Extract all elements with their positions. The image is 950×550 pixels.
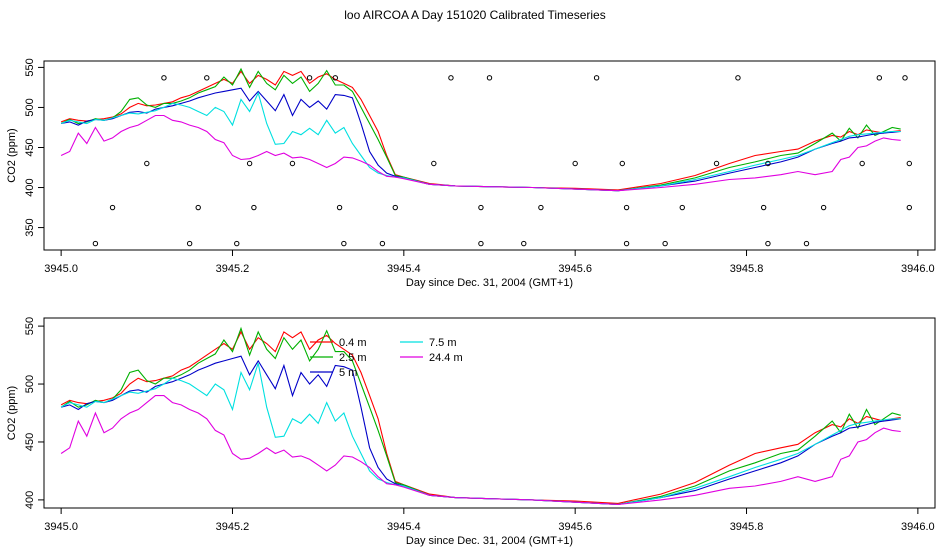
panel1-calibration-point [859, 160, 865, 167]
panel1-calibration-point [486, 75, 493, 81]
panel1-calibration-point [186, 240, 193, 247]
panel1-calibration-point [713, 160, 720, 167]
panel1-calibration-point [392, 204, 398, 211]
panel1-x-tick-label: 3945.6 [558, 263, 592, 275]
panel2-series-line-4 [60, 363, 901, 506]
panel1-x-axis-label: Day since Dec. 31, 2004 (GMT+1) [406, 277, 573, 289]
panel2-x-tick-label: 3945.8 [730, 521, 764, 533]
panel1-calibration-point [336, 204, 343, 211]
panel2-legend-label: 7.5 m [429, 337, 457, 349]
panel1-x-tick-label: 3945.8 [730, 263, 764, 275]
panel2-x-tick-label: 3945.6 [558, 521, 592, 533]
panel2-legend-label: 2.5 m [339, 352, 367, 364]
panel1-x-tick-label: 3945.4 [387, 263, 421, 275]
panel1-calibration-point [820, 204, 827, 211]
panel2-x-tick-label: 3945.0 [44, 521, 78, 533]
panel1-calibration-point [906, 204, 912, 211]
panel1-calibration-point [92, 240, 99, 247]
panel2-y-tick-label: 500 [24, 375, 36, 393]
panel2-x-tick-label: 3946.0 [901, 521, 935, 533]
panel1-calibration-point [619, 160, 625, 167]
panel2-series-line-5 [60, 395, 901, 506]
panel1-calibration-point [765, 160, 771, 167]
panel1-calibration-point [289, 160, 296, 167]
panel1-calibration-point [246, 160, 253, 167]
panel1-calibration-point [902, 75, 908, 81]
panel1-calibration-point [623, 204, 630, 211]
panel1-calibration-point [109, 204, 116, 211]
panel1-calibration-point [195, 204, 201, 211]
panel1-calibration-point [161, 75, 167, 81]
panel1-calibration-point [478, 204, 484, 211]
panel1-y-tick-label: 450 [24, 138, 36, 156]
panel1-x-tick-label: 3945.2 [216, 263, 250, 275]
panel2-series-line-2 [60, 326, 901, 506]
panel2-legend-label: 5 m [339, 367, 357, 379]
panel1-calibration-point [765, 240, 771, 247]
panel2-x-tick-label: 3945.2 [216, 521, 250, 533]
panel1-calibration-point [379, 240, 386, 247]
panel1-y-tick-label: 500 [24, 98, 36, 116]
panel1-y-tick-label: 400 [24, 178, 36, 196]
chart-title: loo AIRCOA A Day 151020 Calibrated Times… [344, 8, 606, 22]
panel2-plot-frame [43, 317, 936, 509]
panel2-y-axis-label: CO2 (ppm) [6, 386, 18, 440]
panel1-calibration-point [431, 160, 437, 167]
panel1-calibration-point [478, 240, 484, 247]
panel1-x-tick-label: 3946.0 [901, 263, 935, 275]
panel1-series-line-5 [60, 114, 901, 192]
panel1-calibration-point [662, 240, 668, 247]
panel1-calibration-point [538, 204, 544, 211]
panel1-x-tick-label: 3945.0 [44, 263, 78, 275]
panel2-x-tick-label: 3945.4 [387, 521, 421, 533]
panel1-y-axis-label: CO2 (ppm) [6, 128, 18, 182]
panel1-calibration-point [448, 75, 454, 81]
panel1-series-line-2 [60, 67, 901, 192]
panel2-x-axis-label: Day since Dec. 31, 2004 (GMT+1) [406, 535, 573, 547]
panel1-y-tick-label: 550 [24, 58, 36, 76]
panel1-calibration-point [341, 240, 347, 247]
panel1-series-line-1 [60, 70, 901, 191]
panel1-calibration-point [906, 160, 912, 167]
panel1-calibration-point [735, 75, 741, 81]
panel1-series-line-4 [60, 91, 901, 192]
panel1-calibration-point [234, 240, 240, 247]
panel2-y-tick-label: 400 [24, 491, 36, 509]
panel1-calibration-point [572, 160, 578, 167]
panel2-series-line-1 [60, 330, 901, 504]
panel1-calibration-point [760, 204, 767, 211]
panel1-calibration-point [803, 240, 810, 247]
panel1-calibration-point [593, 75, 600, 81]
panel1-plot-frame [43, 60, 936, 251]
panel1-calibration-point [623, 240, 630, 247]
panel1-calibration-point [251, 204, 257, 211]
panel1-calibration-point [144, 160, 150, 167]
panel1-y-tick-label: 350 [24, 218, 36, 236]
panel1-calibration-point [679, 204, 685, 211]
panel1-calibration-point [204, 75, 210, 81]
panel2-legend-label: 24.4 m [429, 352, 463, 364]
panel1-calibration-point [332, 75, 338, 81]
panel2-y-tick-label: 450 [24, 433, 36, 451]
panel1-calibration-point [876, 75, 883, 81]
panel1-calibration-point [306, 75, 313, 81]
panel2-legend-label: 0.4 m [339, 337, 367, 349]
panel2-y-tick-label: 550 [24, 317, 36, 335]
panel1-calibration-point [521, 240, 527, 247]
